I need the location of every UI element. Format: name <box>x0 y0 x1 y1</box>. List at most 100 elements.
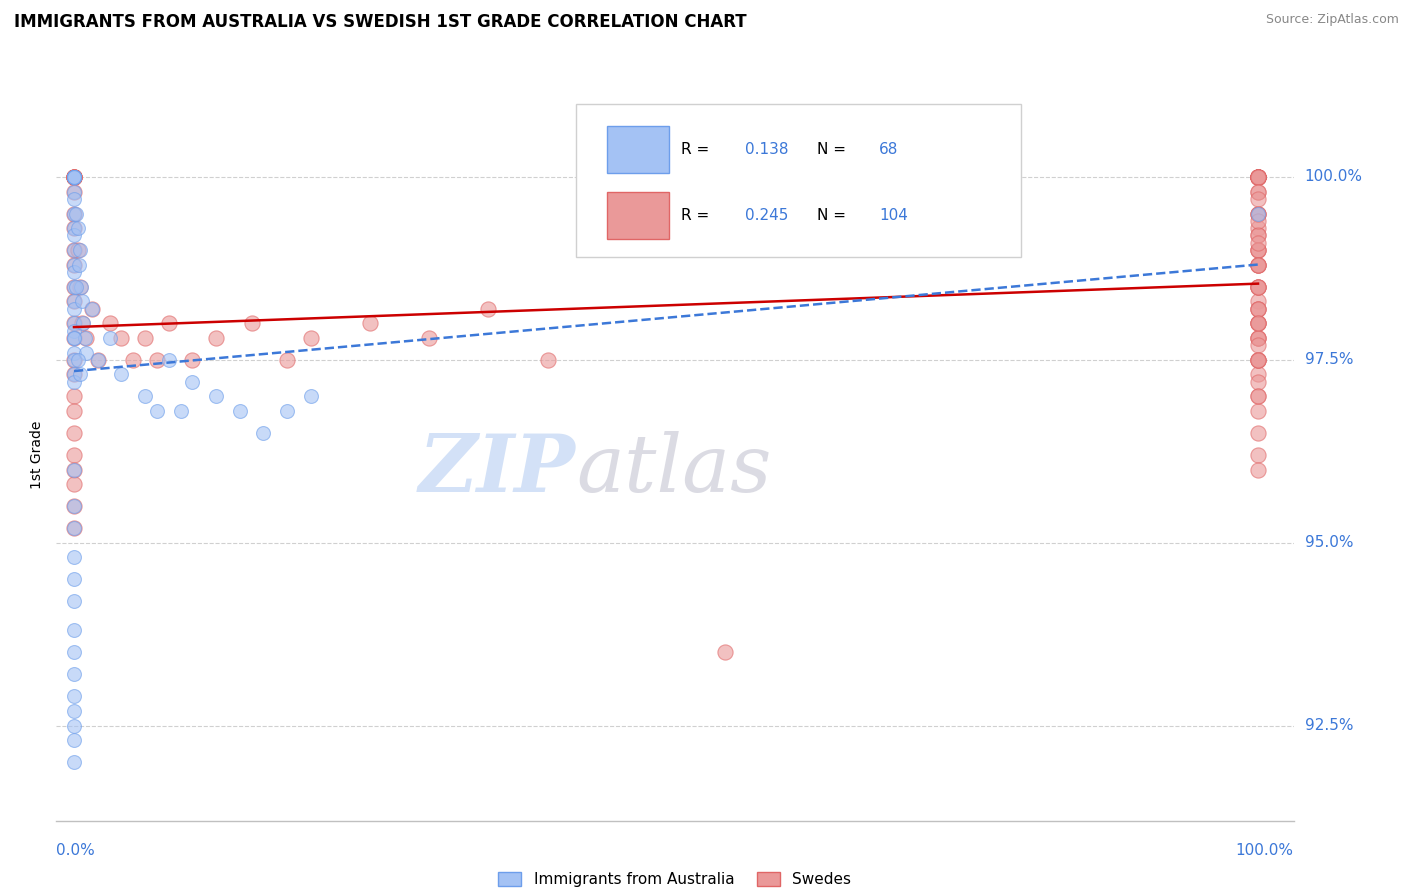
Point <box>63 301 86 316</box>
Point <box>63 331 86 345</box>
Point <box>63 206 86 220</box>
Point <box>72 294 94 309</box>
Point <box>1247 279 1270 293</box>
Point <box>63 206 86 220</box>
Text: R =: R = <box>681 142 714 157</box>
Point <box>63 324 86 338</box>
Point <box>63 404 86 418</box>
Point <box>63 185 86 199</box>
Point <box>181 375 204 389</box>
Point <box>1247 352 1270 367</box>
Point <box>63 499 86 513</box>
Point <box>63 243 86 257</box>
Point <box>63 594 86 608</box>
Point <box>66 243 89 257</box>
Point <box>477 301 499 316</box>
Point <box>63 169 86 184</box>
Point <box>1247 301 1270 316</box>
Text: ZIP: ZIP <box>419 431 576 508</box>
Point <box>1247 425 1270 440</box>
Point <box>1247 243 1270 257</box>
Point <box>75 345 97 359</box>
Text: 0.245: 0.245 <box>745 208 789 222</box>
Point <box>63 477 86 491</box>
Point <box>1247 206 1270 220</box>
Point <box>1247 258 1270 272</box>
Text: Source: ZipAtlas.com: Source: ZipAtlas.com <box>1265 13 1399 27</box>
Point <box>1247 169 1270 184</box>
Point <box>1247 192 1270 206</box>
Text: N =: N = <box>817 142 851 157</box>
Point <box>714 645 737 659</box>
Point <box>63 331 86 345</box>
Point <box>1247 389 1270 403</box>
Point <box>1247 448 1270 462</box>
Point <box>63 572 86 586</box>
Point <box>63 221 86 235</box>
Point <box>63 185 86 199</box>
Point <box>63 704 86 718</box>
Point <box>63 169 86 184</box>
Point <box>1247 316 1270 330</box>
Point <box>63 228 86 243</box>
Point <box>1247 206 1270 220</box>
FancyBboxPatch shape <box>576 103 1021 258</box>
Point <box>134 331 156 345</box>
Point <box>98 316 121 330</box>
Point <box>63 521 86 535</box>
Point <box>1247 279 1270 293</box>
Point <box>63 718 86 732</box>
Point <box>146 404 169 418</box>
Point <box>86 352 108 367</box>
Text: N =: N = <box>817 208 851 222</box>
Point <box>66 221 89 235</box>
Point <box>1247 258 1270 272</box>
Point <box>69 243 91 257</box>
Point <box>1247 258 1270 272</box>
Point <box>63 690 86 704</box>
Point <box>63 169 86 184</box>
Point <box>1247 206 1270 220</box>
Point <box>63 279 86 293</box>
Point <box>63 169 86 184</box>
Point <box>299 331 322 345</box>
Point <box>1247 169 1270 184</box>
Point <box>252 425 274 440</box>
Point <box>1247 169 1270 184</box>
Point <box>63 221 86 235</box>
Point <box>1247 169 1270 184</box>
Point <box>134 389 156 403</box>
Point <box>63 294 86 309</box>
Point <box>63 265 86 279</box>
Point <box>1247 228 1270 243</box>
Point <box>1247 279 1270 293</box>
Point <box>63 389 86 403</box>
Point <box>63 375 86 389</box>
Point <box>1247 462 1270 476</box>
Point <box>86 352 108 367</box>
Point <box>157 352 180 367</box>
Point <box>73 331 96 345</box>
Point <box>1247 389 1270 403</box>
Point <box>1247 185 1270 199</box>
Point <box>72 316 94 330</box>
Point <box>63 352 86 367</box>
Point <box>63 521 86 535</box>
Point <box>63 499 86 513</box>
Point <box>1247 301 1270 316</box>
Point <box>157 316 180 330</box>
Text: IMMIGRANTS FROM AUSTRALIA VS SWEDISH 1ST GRADE CORRELATION CHART: IMMIGRANTS FROM AUSTRALIA VS SWEDISH 1ST… <box>14 13 747 31</box>
Point <box>1247 235 1270 250</box>
Point <box>63 243 86 257</box>
Point <box>63 462 86 476</box>
Point <box>63 169 86 184</box>
Point <box>63 279 86 293</box>
Text: 97.5%: 97.5% <box>1305 352 1353 368</box>
Point <box>63 169 86 184</box>
Point <box>229 404 252 418</box>
Text: 95.0%: 95.0% <box>1305 535 1353 550</box>
Point <box>276 404 298 418</box>
Point <box>1247 331 1270 345</box>
Point <box>1247 279 1270 293</box>
Point <box>63 368 86 382</box>
